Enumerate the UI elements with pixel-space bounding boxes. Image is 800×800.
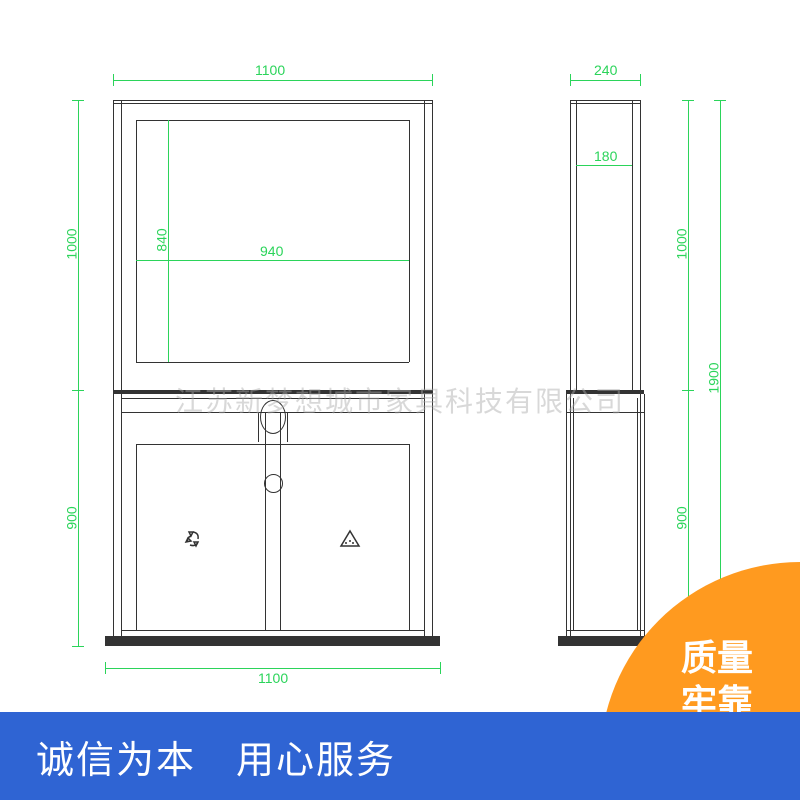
dim-tick	[714, 100, 726, 101]
footer-banner: 诚信为本 用心服务	[0, 712, 800, 800]
dim-bottom-1100: 1100	[258, 670, 288, 686]
front-right-outer	[432, 100, 433, 641]
side-right-outer2	[632, 100, 633, 393]
front-door-top	[136, 444, 409, 445]
dim-tick	[113, 74, 114, 86]
dim-side-240: 240	[594, 62, 617, 78]
side-body-inner-r	[637, 398, 638, 630]
badge-line1: 质量	[681, 635, 753, 680]
front-cabinet-divider-l	[258, 412, 259, 442]
front-inner-bottom	[136, 362, 409, 363]
dim-side-180: 180	[594, 148, 617, 164]
dim-bottom-1100-line	[105, 668, 440, 669]
dim-tick	[432, 74, 433, 86]
front-right-outer2	[424, 100, 425, 641]
dim-tick	[105, 662, 106, 674]
front-inner-top	[136, 120, 409, 121]
side-body-top	[566, 412, 644, 413]
side-top	[570, 100, 640, 101]
recycle-icon	[182, 528, 206, 552]
dim-inner-940: 940	[260, 243, 283, 259]
side-right-outer	[640, 100, 641, 641]
dim-tick	[440, 662, 441, 674]
side-body-left	[566, 394, 567, 638]
front-door-right	[409, 444, 410, 630]
front-cabinet-bottom	[121, 630, 424, 631]
dim-tick	[570, 74, 571, 86]
front-left-outer	[113, 100, 114, 641]
front-cabinet-divider-r	[287, 412, 288, 442]
dim-tick	[682, 100, 694, 101]
side-body-right	[644, 394, 645, 638]
front-ashtray-circle	[264, 474, 283, 493]
front-left-outer2	[121, 100, 122, 641]
dim-top-1100: 1100	[255, 62, 285, 78]
front-inner-right	[409, 120, 410, 362]
dim-left-1000: 1000	[64, 228, 80, 259]
other-waste-icon	[338, 528, 362, 552]
dim-top-1100-line	[113, 80, 432, 81]
front-top-oval	[260, 400, 286, 434]
front-mid	[113, 390, 432, 394]
side-left-outer2	[576, 100, 577, 393]
front-inner-left	[136, 120, 137, 362]
front-base	[105, 636, 440, 646]
dim-tick	[72, 100, 84, 101]
dim-inner-840: 840	[154, 228, 170, 251]
footer-text: 诚信为本 用心服务	[36, 729, 396, 784]
front-door-left	[136, 444, 137, 630]
dim-left-900: 900	[64, 506, 80, 529]
side-left-outer	[570, 100, 571, 641]
dim-side-180-line	[576, 165, 632, 166]
dim-tick	[640, 74, 641, 86]
front-top-outer2	[113, 103, 432, 104]
side-body-bottom	[566, 630, 644, 631]
dim-side-900: 900	[674, 506, 690, 529]
dim-side-1900: 1900	[706, 362, 722, 393]
watermark-text: 江苏新梦想城市家具科技有限公司	[175, 380, 625, 420]
dim-inner-940-line	[136, 260, 409, 261]
dim-tick	[72, 646, 84, 647]
dim-side-240-line	[570, 80, 640, 81]
front-cabinet-top	[121, 398, 424, 399]
side-mid	[566, 390, 644, 394]
dim-side-1000: 1000	[674, 228, 690, 259]
front-top-outer	[113, 100, 432, 101]
side-body-inner-l	[573, 398, 574, 630]
side-top2	[570, 103, 640, 104]
